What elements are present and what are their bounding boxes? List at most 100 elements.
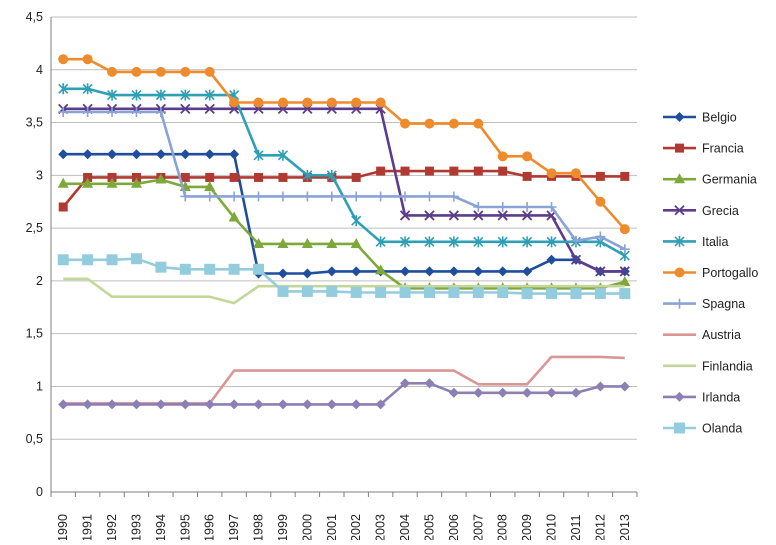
x-tick-label: 1992 [105, 514, 119, 540]
x-tick-label: 1999 [276, 514, 290, 540]
legend-marker [674, 391, 685, 402]
data-point [399, 236, 411, 248]
data-point [83, 172, 93, 182]
legend-label: Austria [702, 328, 741, 342]
data-point [180, 89, 191, 101]
data-point [229, 399, 240, 410]
data-point [58, 107, 69, 117]
legend-item-grecia: Grecia [663, 204, 739, 218]
data-point [546, 254, 557, 265]
data-point [326, 97, 337, 108]
data-point [229, 149, 240, 160]
series-olanda [57, 253, 631, 300]
data-point [155, 66, 166, 77]
data-point [619, 224, 630, 235]
data-point [228, 263, 240, 275]
data-point [204, 180, 216, 191]
data-point [277, 285, 289, 297]
y-tick-label: 0,5 [26, 432, 43, 446]
data-point [155, 173, 167, 184]
x-tick-label: 1996 [203, 514, 217, 540]
data-point [424, 191, 435, 202]
data-point [301, 285, 313, 297]
data-point [131, 89, 142, 101]
series-grecia [58, 103, 630, 277]
x-tick-label: 2009 [520, 514, 534, 540]
x-tick-label: 2011 [569, 515, 583, 540]
legend-marker [674, 235, 685, 247]
data-point [155, 107, 166, 117]
data-point [424, 266, 435, 277]
x-tick-label: 2004 [398, 514, 412, 540]
x-tick-label: 2007 [471, 514, 485, 540]
x-tick-label: 1997 [227, 514, 241, 540]
x-tick-label: 1998 [252, 514, 266, 540]
data-point [448, 191, 459, 202]
data-point [107, 399, 118, 410]
data-point [595, 266, 606, 277]
series-line-finlandia [63, 277, 625, 305]
data-point [424, 236, 435, 248]
data-point [326, 191, 337, 202]
data-point [277, 191, 288, 202]
legend-label: Italia [702, 235, 728, 249]
data-point [546, 168, 557, 179]
data-point [57, 177, 69, 188]
data-point [253, 263, 265, 275]
legend-label: Germania [702, 173, 757, 187]
data-point [546, 387, 557, 398]
x-tick-label: 1991 [81, 514, 95, 540]
data-point [620, 171, 630, 181]
data-point [278, 172, 288, 182]
data-point [522, 151, 533, 162]
data-point [375, 287, 387, 298]
data-point [82, 83, 93, 95]
data-point [498, 166, 508, 176]
legend-label: Finlandia [702, 359, 753, 373]
data-point [107, 149, 118, 160]
data-point [302, 97, 313, 108]
series-line-francia [62, 169, 625, 208]
data-point [302, 169, 313, 181]
data-point [229, 172, 239, 182]
data-point [521, 288, 533, 300]
data-point [399, 287, 411, 298]
data-point [58, 54, 69, 65]
y-tick-label: 4,5 [26, 10, 43, 24]
data-point [106, 89, 118, 101]
data-point [472, 287, 484, 298]
data-point [400, 118, 411, 129]
data-point [595, 196, 606, 207]
data-point [350, 287, 362, 298]
y-tick-label: 4 [36, 63, 43, 77]
y-tick-label: 2 [36, 274, 43, 288]
data-point [570, 288, 582, 300]
data-point [595, 231, 606, 242]
legend-item-spagna: Spagna [663, 297, 745, 311]
data-point [570, 168, 581, 179]
data-point [131, 172, 141, 182]
series-line-belgio [63, 152, 625, 275]
data-point [277, 268, 288, 279]
data-point [253, 237, 265, 248]
data-point [619, 288, 631, 300]
data-point [423, 287, 435, 298]
data-point [522, 266, 533, 277]
data-point [473, 236, 484, 248]
series-francia [58, 166, 630, 212]
data-point [179, 263, 191, 275]
data-point [82, 54, 93, 65]
data-point [277, 97, 288, 108]
x-tick-label: 2002 [349, 514, 363, 540]
data-point [449, 166, 459, 176]
legend-label: Francia [702, 142, 744, 156]
data-point [473, 166, 483, 176]
series-austria [63, 355, 625, 405]
data-point [375, 191, 386, 202]
legend-marker [674, 112, 685, 122]
y-tick-label: 2,5 [26, 221, 43, 235]
y-tick-label: 3,5 [26, 116, 43, 130]
data-point [448, 118, 459, 129]
